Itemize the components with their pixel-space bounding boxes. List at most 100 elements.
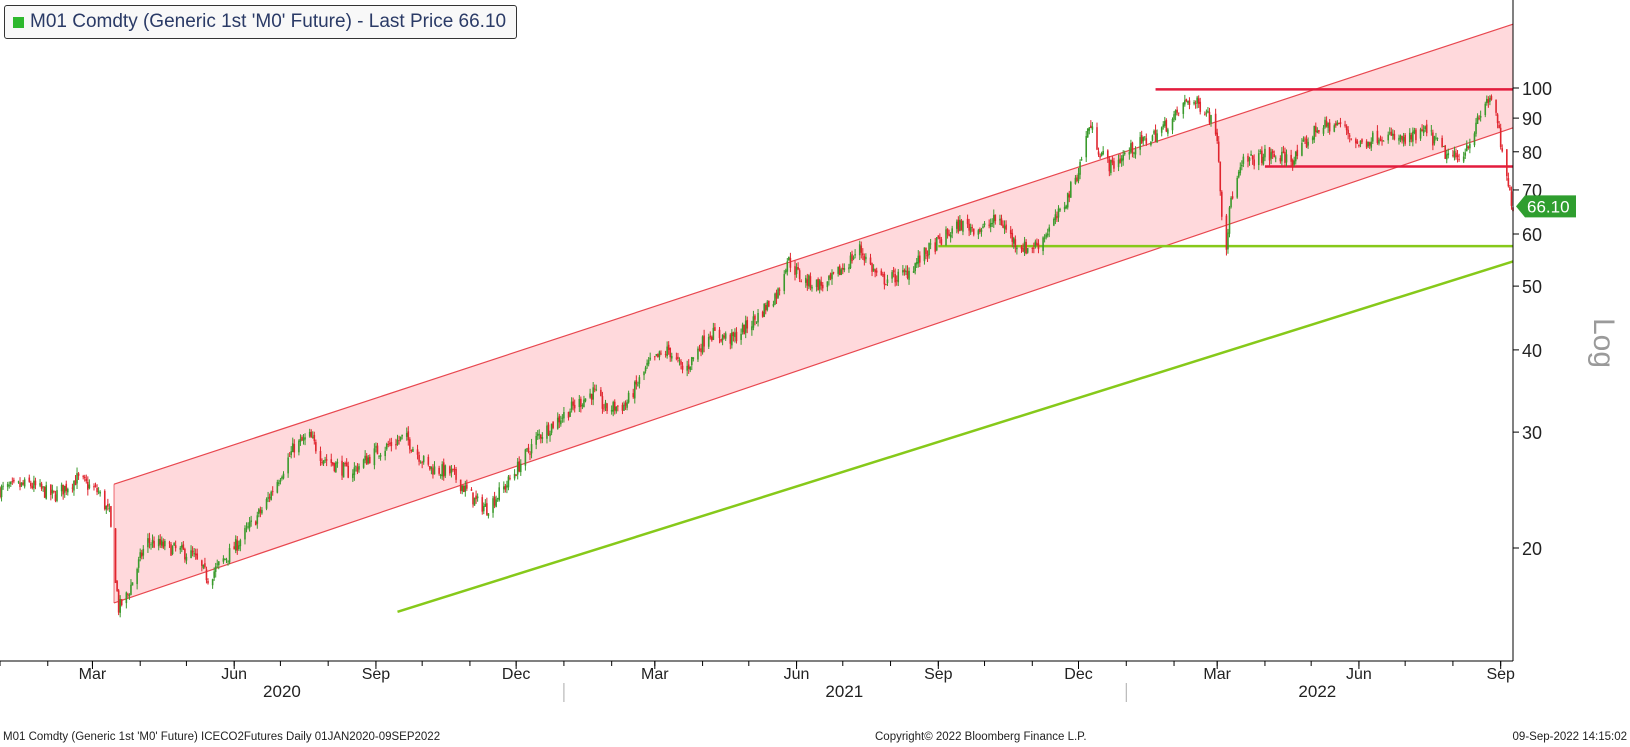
- candle-body: [1167, 129, 1169, 134]
- candle: [30, 480, 32, 489]
- candle: [675, 352, 678, 361]
- candle: [919, 251, 921, 267]
- candle-body: [51, 489, 54, 494]
- candle-body: [1467, 146, 1470, 148]
- candle-body: [740, 333, 742, 340]
- candle: [894, 268, 896, 287]
- candle-body: [1011, 232, 1014, 242]
- candle: [977, 228, 980, 240]
- legend-label: M01 Comdty (Generic 1st 'M0' Future) - L…: [30, 11, 507, 32]
- candle-body: [184, 548, 186, 560]
- candle-body: [159, 539, 162, 545]
- candle-body: [484, 503, 487, 507]
- candle: [418, 451, 420, 466]
- candle: [487, 513, 490, 519]
- candle: [1165, 118, 1168, 133]
- candle: [196, 548, 199, 560]
- candle: [214, 562, 217, 578]
- candle: [207, 578, 209, 585]
- candle: [347, 461, 350, 479]
- candle: [1065, 204, 1067, 210]
- candle-body: [1270, 152, 1272, 159]
- candle-body: [703, 335, 705, 347]
- candle: [1000, 214, 1003, 226]
- candle-body: [50, 484, 52, 496]
- candle-body: [697, 348, 699, 360]
- candle-body: [193, 553, 195, 555]
- candle-body: [1214, 113, 1217, 135]
- candle: [632, 388, 635, 399]
- x-year-label: 2020: [263, 682, 301, 701]
- candle: [617, 405, 619, 412]
- candle: [784, 268, 787, 275]
- candle-body: [1370, 141, 1373, 148]
- candle-body: [1304, 138, 1306, 140]
- candle: [1345, 124, 1348, 136]
- candle: [689, 366, 692, 373]
- candle-body: [256, 515, 259, 524]
- candle-body: [185, 556, 188, 561]
- candle: [687, 359, 690, 374]
- candle-body: [516, 461, 519, 475]
- candle-body: [164, 540, 166, 547]
- candle: [638, 375, 641, 389]
- candle-body: [1408, 132, 1411, 143]
- channel-band: [114, 24, 1513, 603]
- candle-body: [1388, 132, 1391, 134]
- candle-body: [777, 288, 779, 298]
- candle: [646, 359, 648, 369]
- candle: [33, 475, 35, 492]
- candle-body: [6, 483, 9, 487]
- candle-body: [820, 281, 823, 286]
- candle: [778, 287, 781, 296]
- candle: [50, 484, 52, 501]
- candle: [213, 567, 215, 581]
- candle: [569, 408, 571, 417]
- candle-body: [364, 455, 366, 461]
- candle-body: [1273, 154, 1275, 158]
- candle: [649, 352, 651, 361]
- candle: [972, 228, 975, 237]
- candle: [1270, 148, 1272, 165]
- candle: [238, 540, 240, 551]
- candle: [271, 486, 274, 496]
- candle-body: [1227, 232, 1229, 250]
- candle-body: [160, 540, 163, 546]
- candle-body: [549, 433, 551, 437]
- candle-body: [589, 393, 591, 398]
- candle-body: [1145, 138, 1148, 144]
- candle: [1208, 107, 1211, 126]
- candle-body: [848, 267, 850, 270]
- candle-body: [1037, 243, 1040, 250]
- candle-body: [1134, 149, 1137, 155]
- candle-body: [1442, 146, 1445, 147]
- candle-body: [763, 303, 766, 317]
- candle-body: [752, 316, 755, 328]
- candle: [805, 275, 807, 288]
- candle: [1433, 135, 1436, 146]
- candle: [1325, 116, 1328, 128]
- candle: [848, 263, 850, 273]
- candle-body: [838, 265, 841, 275]
- candle-body: [786, 261, 789, 272]
- candle-body: [224, 558, 226, 560]
- candle: [493, 491, 496, 509]
- candle-body: [1338, 122, 1340, 125]
- candle-body: [31, 486, 34, 489]
- candle: [786, 258, 789, 276]
- candle: [1456, 150, 1459, 163]
- candle: [573, 399, 576, 413]
- candle: [783, 270, 786, 295]
- candle: [174, 540, 177, 552]
- candle: [1365, 139, 1368, 150]
- candle: [486, 497, 488, 516]
- candle-body: [1205, 112, 1208, 114]
- candle-body: [313, 434, 316, 441]
- candle: [45, 481, 48, 500]
- candle-body: [593, 388, 596, 390]
- candle-body: [1160, 127, 1163, 133]
- candle-body: [741, 324, 744, 333]
- candle: [720, 338, 722, 343]
- candle-body: [892, 270, 895, 273]
- candle-body: [1302, 139, 1305, 142]
